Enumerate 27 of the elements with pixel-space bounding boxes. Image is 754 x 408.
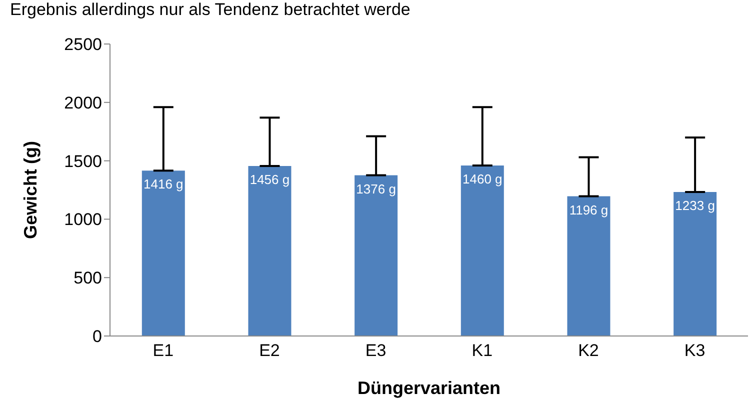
bar xyxy=(354,175,398,336)
y-tick-label: 0 xyxy=(92,327,102,346)
x-tick-label: K1 xyxy=(472,341,493,360)
bar xyxy=(460,165,504,336)
y-tick-label: 2500 xyxy=(64,35,102,54)
text: Ergebnis allerdings nur als Tendenz betrachtet werde xyxy=(10,0,410,20)
x-tick-label: K3 xyxy=(684,341,706,360)
bar xyxy=(142,170,185,336)
bar xyxy=(567,196,610,336)
y-tick-label: 2000 xyxy=(64,93,102,112)
data-label: 1196 g xyxy=(569,202,608,218)
bar xyxy=(674,192,717,336)
data-label: 1460 g xyxy=(462,171,502,186)
bar xyxy=(248,166,292,336)
x-tick-label: K2 xyxy=(578,341,599,360)
y-tick-label: 500 xyxy=(74,268,102,288)
y-tick-label: 1500 xyxy=(64,152,102,171)
x-tick-label: E2 xyxy=(259,341,280,360)
x-axis-title: Düngervarianten xyxy=(357,378,501,398)
data-label: 1233 g xyxy=(675,198,715,213)
data-label: 1376 g xyxy=(356,181,396,196)
data-label: 1416 g xyxy=(144,176,184,192)
y-axis-title: Gewicht (g) xyxy=(20,140,40,239)
x-tick-label: E3 xyxy=(365,341,386,360)
x-tick-label: E1 xyxy=(152,341,174,360)
data-label: 1456 g xyxy=(250,172,290,187)
y-tick-label: 1000 xyxy=(64,210,102,230)
